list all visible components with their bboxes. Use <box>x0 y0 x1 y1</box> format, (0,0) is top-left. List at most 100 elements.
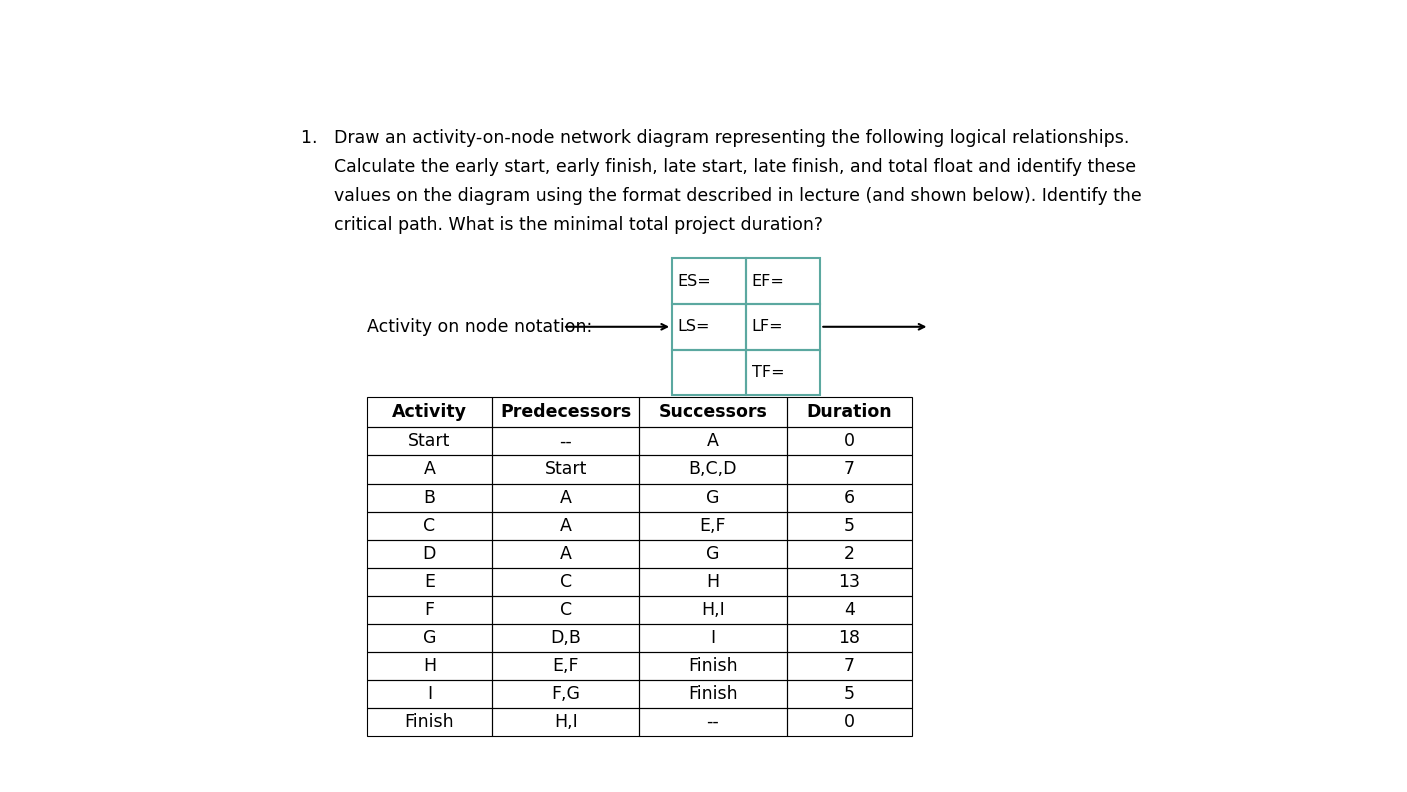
Text: A: A <box>560 516 571 535</box>
Text: C: C <box>560 601 571 619</box>
Text: H: H <box>706 573 719 591</box>
Bar <box>492 539 639 568</box>
Text: E: E <box>424 573 435 591</box>
Bar <box>492 455 639 483</box>
Bar <box>492 512 639 539</box>
Text: 5: 5 <box>844 516 854 535</box>
Text: A: A <box>560 545 571 562</box>
Text: 7: 7 <box>844 657 854 675</box>
Bar <box>367 596 492 624</box>
Text: critical path. What is the minimal total project duration?: critical path. What is the minimal total… <box>301 216 823 234</box>
Text: 13: 13 <box>839 573 860 591</box>
Text: F,G: F,G <box>552 685 580 703</box>
Text: Successors: Successors <box>658 403 767 421</box>
Text: G: G <box>706 545 719 562</box>
Bar <box>367 483 492 512</box>
Text: --: -- <box>706 713 719 731</box>
Text: Duration: Duration <box>806 403 892 421</box>
Bar <box>673 258 746 304</box>
Bar <box>492 596 639 624</box>
Bar <box>367 512 492 539</box>
Text: Predecessors: Predecessors <box>499 403 632 421</box>
Bar <box>492 708 639 736</box>
Text: G: G <box>422 629 436 647</box>
Text: 0: 0 <box>844 432 854 451</box>
Bar <box>492 483 639 512</box>
Bar <box>492 428 639 455</box>
Bar <box>367 539 492 568</box>
Bar <box>639 539 787 568</box>
Text: B,C,D: B,C,D <box>688 460 737 478</box>
Text: 0: 0 <box>844 713 854 731</box>
Text: D,B: D,B <box>550 629 581 647</box>
Text: 1.   Draw an activity-on-node network diagram representing the following logical: 1. Draw an activity-on-node network diag… <box>301 128 1130 147</box>
Bar <box>673 349 746 395</box>
Text: 6: 6 <box>844 489 855 507</box>
Text: TF=: TF= <box>751 365 784 380</box>
Text: LF=: LF= <box>751 319 784 334</box>
Text: 2: 2 <box>844 545 854 562</box>
Text: A: A <box>706 432 719 451</box>
Text: H,I: H,I <box>701 601 725 619</box>
Text: E,F: E,F <box>699 516 726 535</box>
Bar <box>367 397 492 428</box>
Bar <box>639 483 787 512</box>
Bar <box>746 304 820 349</box>
Bar <box>367 680 492 708</box>
Bar <box>492 652 639 680</box>
Bar <box>639 397 787 428</box>
Text: Start: Start <box>408 432 450 451</box>
Text: 5: 5 <box>844 685 854 703</box>
Bar <box>787 596 912 624</box>
Bar <box>787 568 912 596</box>
Text: H,I: H,I <box>554 713 578 731</box>
Text: C: C <box>560 573 571 591</box>
Text: E,F: E,F <box>553 657 578 675</box>
Text: Activity: Activity <box>393 403 467 421</box>
Bar <box>639 624 787 652</box>
Bar <box>787 455 912 483</box>
Text: 4: 4 <box>844 601 854 619</box>
Text: 7: 7 <box>844 460 854 478</box>
Bar <box>673 304 746 349</box>
Text: A: A <box>560 489 571 507</box>
Bar <box>492 568 639 596</box>
Bar <box>492 624 639 652</box>
Text: D: D <box>422 545 436 562</box>
Bar <box>367 652 492 680</box>
Text: EF=: EF= <box>751 273 785 288</box>
Text: A: A <box>424 460 435 478</box>
Text: G: G <box>706 489 719 507</box>
Bar <box>746 349 820 395</box>
Bar <box>787 539 912 568</box>
Bar <box>367 708 492 736</box>
Bar <box>492 680 639 708</box>
Text: C: C <box>424 516 435 535</box>
Bar <box>639 596 787 624</box>
Text: Finish: Finish <box>688 685 737 703</box>
Bar <box>367 455 492 483</box>
Bar <box>787 708 912 736</box>
Bar <box>787 652 912 680</box>
Text: 18: 18 <box>839 629 860 647</box>
Bar <box>746 258 820 304</box>
Bar <box>492 397 639 428</box>
Bar <box>639 512 787 539</box>
Text: F: F <box>425 601 435 619</box>
Bar <box>639 428 787 455</box>
Text: I: I <box>426 685 432 703</box>
Text: values on the diagram using the format described in lecture (and shown below). I: values on the diagram using the format d… <box>301 187 1142 205</box>
Bar <box>639 680 787 708</box>
Text: H: H <box>424 657 436 675</box>
Text: Finish: Finish <box>405 713 454 731</box>
Text: --: -- <box>560 432 573 451</box>
Bar <box>367 568 492 596</box>
Text: LS=: LS= <box>678 319 711 334</box>
Bar <box>367 624 492 652</box>
Text: Start: Start <box>545 460 587 478</box>
Bar <box>639 568 787 596</box>
Text: B: B <box>424 489 435 507</box>
Bar <box>639 708 787 736</box>
Bar <box>787 512 912 539</box>
Text: Finish: Finish <box>688 657 737 675</box>
